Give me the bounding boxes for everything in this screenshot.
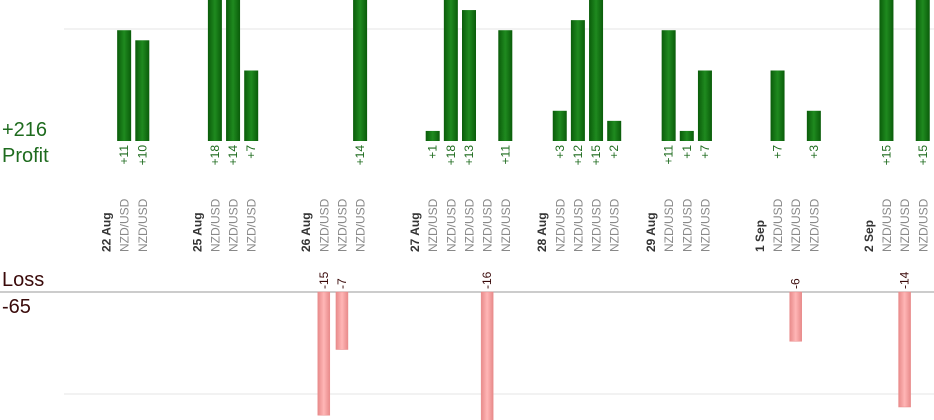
loss-bar bbox=[317, 291, 331, 416]
loss-bar bbox=[898, 291, 911, 408]
profit-value-label: +10 bbox=[135, 145, 149, 166]
profit-value-label: +18 bbox=[444, 145, 458, 166]
profit-bar bbox=[661, 30, 676, 141]
profit-bar bbox=[462, 10, 476, 142]
profit-bar bbox=[697, 70, 712, 141]
date-label: 1 Sep bbox=[753, 220, 767, 252]
pair-label: NZD/USD bbox=[771, 198, 785, 252]
loss-bar bbox=[789, 291, 802, 342]
date-label: 26 Aug bbox=[299, 212, 313, 252]
profit-bar bbox=[498, 30, 513, 141]
date-label: 25 Aug bbox=[190, 212, 204, 252]
profit-value-label: +11 bbox=[662, 145, 676, 165]
profit-value-label: +7 bbox=[771, 145, 785, 159]
profit-bar bbox=[353, 0, 368, 141]
profit-bar bbox=[570, 20, 585, 142]
pair-label: NZD/USD bbox=[807, 198, 821, 252]
loss-total: -65 bbox=[2, 296, 31, 318]
pair-label: NZD/USD bbox=[662, 198, 676, 252]
profit-bar bbox=[679, 130, 694, 141]
date-label: 28 Aug bbox=[535, 212, 549, 252]
profit-value-label: +1 bbox=[426, 145, 440, 159]
profit-bar bbox=[879, 0, 894, 141]
pair-label: NZD/USD bbox=[880, 198, 894, 252]
pair-label: NZD/USD bbox=[608, 198, 622, 252]
pair-label: NZD/USD bbox=[680, 198, 694, 252]
loss-value-label: -16 bbox=[480, 271, 494, 289]
profit-bar bbox=[806, 110, 821, 141]
profit-value-label: +14 bbox=[226, 145, 240, 166]
profit-bar bbox=[607, 120, 622, 141]
profit-value-label: +15 bbox=[589, 145, 603, 166]
loss-value-label: -6 bbox=[789, 278, 803, 289]
profit-value-label: +15 bbox=[879, 145, 893, 166]
pair-label: NZD/USD bbox=[481, 198, 495, 252]
pair-label: NZD/USD bbox=[916, 198, 930, 252]
pair-label: NZD/USD bbox=[227, 198, 241, 252]
loss-label: Loss bbox=[2, 269, 45, 291]
pair-label: NZD/USD bbox=[335, 198, 349, 252]
profit-value-label: +7 bbox=[244, 145, 258, 159]
date-label: 27 Aug bbox=[408, 212, 422, 252]
pair-label: NZD/USD bbox=[118, 198, 132, 252]
profit-value-label: +18 bbox=[208, 145, 222, 166]
profit-bar bbox=[117, 30, 132, 141]
date-label: 22 Aug bbox=[100, 212, 114, 252]
profit-bar bbox=[244, 70, 259, 141]
pair-label: NZD/USD bbox=[898, 198, 912, 252]
profit-value-label: +15 bbox=[916, 145, 930, 166]
profit-value-label: +11 bbox=[117, 145, 131, 165]
profit-bar bbox=[552, 110, 567, 141]
profit-value-label: +14 bbox=[353, 145, 367, 166]
profit-bar bbox=[770, 70, 785, 141]
profit-bar bbox=[226, 0, 241, 141]
profit-value-label: +13 bbox=[462, 145, 476, 166]
pair-label: NZD/USD bbox=[571, 198, 585, 252]
profit-value-label: +7 bbox=[698, 145, 712, 159]
profit-value-label: +3 bbox=[807, 145, 821, 159]
loss-bar bbox=[480, 291, 494, 420]
pair-label: NZD/USD bbox=[463, 198, 477, 252]
profit-value-label: +1 bbox=[680, 145, 694, 159]
pair-label: NZD/USD bbox=[590, 198, 604, 252]
loss-value-label: -7 bbox=[335, 278, 349, 289]
pair-label: NZD/USD bbox=[499, 198, 513, 252]
pair-label: NZD/USD bbox=[354, 198, 368, 252]
profit-value-label: +3 bbox=[553, 145, 567, 159]
loss-value-label: -14 bbox=[898, 271, 912, 289]
date-label: 29 Aug bbox=[644, 212, 658, 252]
profit-bar bbox=[207, 0, 222, 141]
pair-label: NZD/USD bbox=[136, 198, 150, 252]
profit-bar bbox=[589, 0, 604, 141]
pair-label: NZD/USD bbox=[789, 198, 803, 252]
pair-label: NZD/USD bbox=[553, 198, 567, 252]
pair-label: NZD/USD bbox=[317, 198, 331, 252]
pair-label: NZD/USD bbox=[208, 198, 222, 252]
profit-bar bbox=[135, 40, 150, 141]
profit-value-label: +11 bbox=[498, 145, 512, 165]
loss-bar bbox=[335, 291, 349, 350]
pair-label: NZD/USD bbox=[426, 198, 440, 252]
profit-value-label: +2 bbox=[607, 145, 621, 159]
date-label: 2 Sep bbox=[862, 220, 876, 252]
profit-total: +216 bbox=[2, 119, 48, 141]
loss-value-label: -15 bbox=[317, 271, 331, 289]
profit-bar bbox=[915, 0, 930, 141]
profit-bar bbox=[443, 0, 458, 141]
profit-label: Profit bbox=[2, 145, 49, 167]
profit-value-label: +12 bbox=[571, 145, 585, 166]
pair-label: NZD/USD bbox=[245, 198, 259, 252]
profit-bar bbox=[425, 130, 440, 141]
pair-label: NZD/USD bbox=[444, 198, 458, 252]
pair-label: NZD/USD bbox=[698, 198, 712, 252]
